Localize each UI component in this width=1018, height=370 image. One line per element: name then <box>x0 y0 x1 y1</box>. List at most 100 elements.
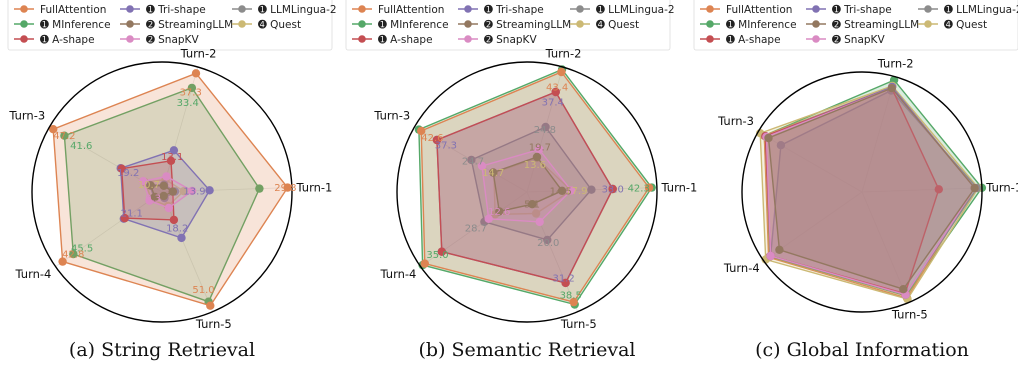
data-point <box>139 177 148 186</box>
legend-entry: ➊ LLMLingua-2 <box>944 4 1018 16</box>
legend-entry: ➋ SnapKV <box>484 34 537 46</box>
legend-entry: ➋ SnapKV <box>146 34 199 46</box>
axis-label: Turn-4 <box>380 267 417 281</box>
legend-swatch-marker <box>576 5 584 13</box>
axis-label: Turn-5 <box>560 317 597 331</box>
data-point <box>187 83 197 93</box>
data-point <box>561 278 570 288</box>
radar-panel-3: FullAttention ➊ MInference ➊ A-shape ➊ Tri-… <box>693 0 1018 361</box>
series-area <box>759 85 980 300</box>
data-point <box>206 301 215 310</box>
axis-label: Turn-2 <box>545 47 582 61</box>
legend-entry: ➊ LLMLingua-2 <box>596 4 675 16</box>
legend-entry: ➋ SnapKV <box>832 34 885 46</box>
data-point <box>191 69 201 78</box>
legend-entry: ➍ Quest <box>258 19 301 31</box>
axis-label: Turn-1 <box>661 180 698 194</box>
legend-entry: ➋ StreamingLLM <box>484 19 571 31</box>
data-point <box>49 125 58 134</box>
spoke-line <box>161 191 214 312</box>
axis-label: Turn-1 <box>985 181 1018 195</box>
data-point <box>60 131 69 140</box>
radar-panel-2: FullAttention ➊ MInference ➊ A-shape ➊ Tri-… <box>345 0 698 361</box>
legend-swatch-marker <box>20 20 28 28</box>
spoke-line <box>420 191 528 267</box>
data-label: 35.0 <box>426 250 448 261</box>
series-minference <box>414 65 656 309</box>
data-label: 13.1 <box>161 152 183 163</box>
legend-box <box>7 0 333 51</box>
data-point <box>477 161 487 171</box>
series-snapkv <box>477 145 576 227</box>
series-area <box>436 91 614 284</box>
spoke-line <box>757 131 863 193</box>
data-point <box>255 184 264 193</box>
series-streamingllm <box>764 84 979 294</box>
data-point <box>179 187 188 196</box>
data-label: 33.0 <box>602 185 624 196</box>
data-label: 14.5 <box>550 186 572 197</box>
data-point <box>169 215 179 225</box>
legend-swatch-marker <box>464 20 472 28</box>
data-label: 31.2 <box>552 274 574 285</box>
data-label: 51.0 <box>192 285 214 296</box>
data-point <box>283 183 292 192</box>
legend-swatch-marker <box>812 20 820 28</box>
data-point <box>150 192 160 202</box>
legend-entry: ➊ MInference <box>40 19 111 31</box>
data-label: 37.4 <box>542 98 564 109</box>
data-point <box>58 257 67 266</box>
data-label: 20.0 <box>537 238 559 249</box>
data-label: 47.2 <box>53 131 75 142</box>
data-label: 24.8 <box>534 125 556 136</box>
data-label: 19.2 <box>117 168 139 179</box>
legend-entry: ➍ Quest <box>596 19 639 31</box>
legend-swatch-marker <box>358 20 366 28</box>
legend-entry: FullAttention <box>378 4 444 16</box>
series-area <box>418 68 653 306</box>
data-label: 42.3 <box>628 184 650 195</box>
data-point <box>164 203 173 213</box>
series-area <box>420 71 650 303</box>
data-point <box>489 168 498 177</box>
axis-label: Turn-5 <box>891 308 928 322</box>
axis-label: Turn-3 <box>8 109 45 123</box>
legend-entry: ➊ LLMLingua-2 <box>258 4 337 16</box>
legend-entry: ➊ MInference <box>726 19 797 31</box>
data-point <box>467 155 476 165</box>
radar-panel-1: FullAttention ➊ MInference ➊ A-shape ➊ Tri-… <box>7 0 337 361</box>
data-label: 29.8 <box>274 183 296 194</box>
data-label: 13.9 <box>183 186 205 197</box>
data-point <box>551 87 560 97</box>
spoke-line <box>861 187 982 193</box>
data-label: 33.4 <box>177 98 199 109</box>
data-point <box>776 141 786 150</box>
series-a-shape <box>432 87 617 288</box>
legend-entry: ➋ StreamingLLM <box>832 19 919 31</box>
data-label: 18.2 <box>166 223 188 234</box>
legend-swatch-marker <box>20 35 28 43</box>
data-point <box>531 209 541 218</box>
panel-caption: (b) Semantic Retrieval <box>419 339 636 361</box>
data-label: 21.1 <box>121 209 143 220</box>
data-point <box>484 214 493 223</box>
data-label: 37.3 <box>180 88 202 99</box>
legend: FullAttention ➊ MInference ➊ A-shape ➊ Tri-… <box>345 0 675 51</box>
data-point <box>205 186 214 195</box>
data-label: 42.8 <box>62 250 84 261</box>
data-point <box>764 133 773 143</box>
axis-label: Turn-1 <box>296 180 333 194</box>
data-label: 28.7 <box>465 223 487 234</box>
data-label: 12.6 <box>488 207 510 218</box>
legend-swatch-marker <box>576 20 584 28</box>
data-point <box>187 186 197 196</box>
data-point <box>169 146 179 155</box>
series-streamingllm <box>489 152 567 216</box>
legend-swatch-marker <box>126 35 134 43</box>
legend-swatch-marker <box>706 5 714 13</box>
spoke-line <box>861 76 896 193</box>
legend-swatch-marker <box>238 20 246 28</box>
data-point <box>541 122 550 132</box>
legend-swatch-marker <box>812 35 820 43</box>
